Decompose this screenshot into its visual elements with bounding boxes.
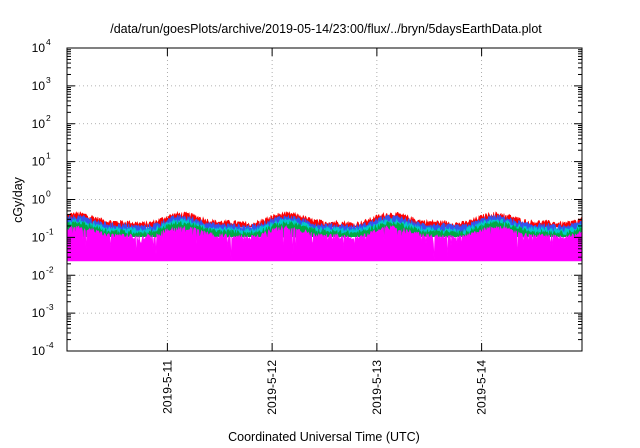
y-tick-label: 10 [32, 117, 46, 131]
x-axis: 2019-5-11 2019-5-12 2019-5-13 2019-5-14 [160, 48, 489, 415]
y-tick-exponent: 0 [46, 189, 51, 199]
y-tick-label: 10 [32, 230, 46, 244]
y-tick-label: 10 [32, 155, 46, 169]
y-tick-label: 10 [32, 306, 46, 320]
y-tick-exponent: 2 [46, 113, 51, 123]
y-axis-label: cGy/day [11, 176, 25, 223]
y-tick-label: 10 [32, 193, 46, 207]
x-tick-label: 2019-5-12 [265, 360, 279, 415]
y-tick-exponent: 3 [46, 75, 51, 85]
x-tick-label: 2019-5-13 [370, 360, 384, 415]
series-5-area [66, 225, 583, 262]
series-group [66, 210, 583, 262]
y-tick-exponent: -2 [46, 264, 54, 274]
y-tick-exponent: -4 [46, 340, 54, 350]
y-tick-exponent: 1 [46, 151, 51, 161]
plot-frame [66, 47, 583, 352]
y-tick-exponent: -1 [46, 226, 54, 236]
x-axis-label: Coordinated Universal Time (UTC) [228, 430, 420, 444]
y-tick-label: 10 [32, 268, 46, 282]
chart-title: /data/run/goesPlots/archive/2019-05-14/2… [110, 22, 542, 36]
x-tick-label: 2019-5-11 [160, 360, 174, 414]
y-tick-exponent: -3 [46, 302, 54, 312]
y-tick-label: 10 [32, 79, 46, 93]
y-tick-label: 10 [32, 344, 46, 358]
grid-lines [67, 48, 582, 351]
y-tick-label: 10 [32, 41, 46, 55]
y-tick-exponent: 4 [46, 37, 51, 47]
x-tick-label: 2019-5-14 [475, 360, 489, 415]
